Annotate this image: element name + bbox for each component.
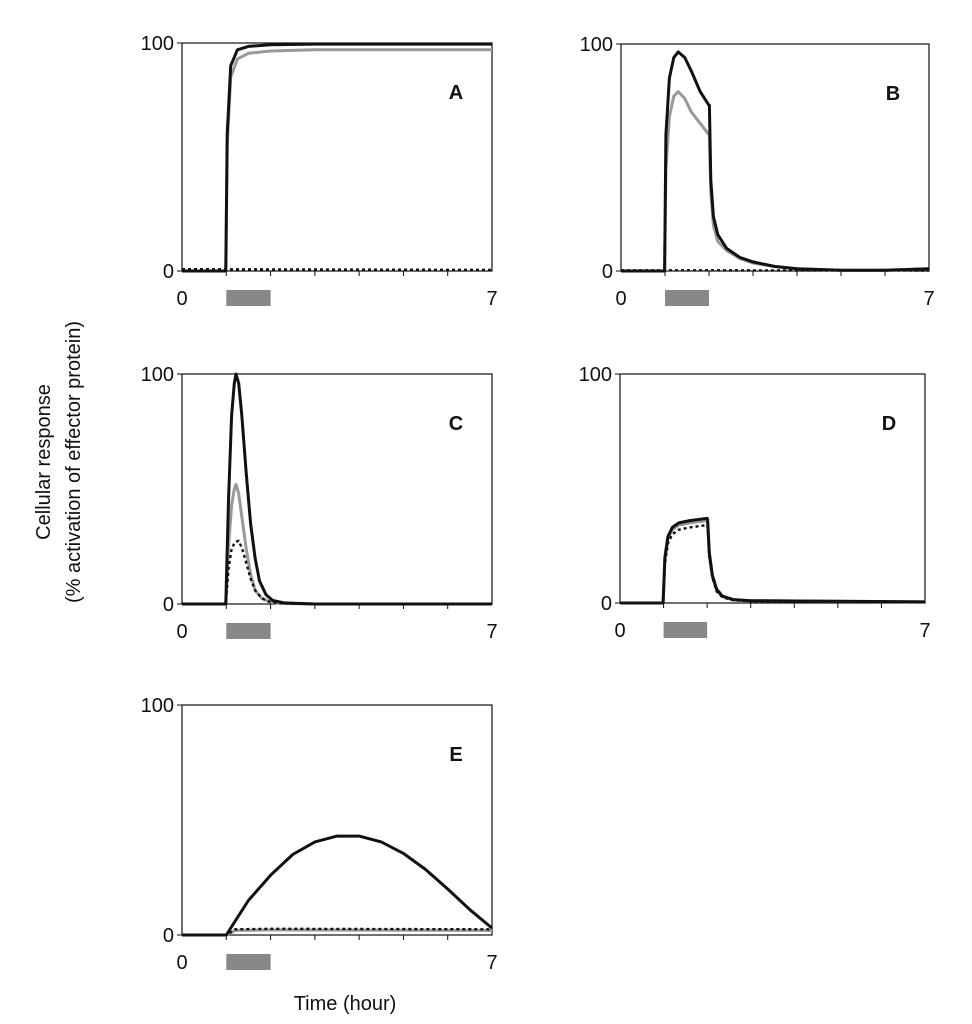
- x-tick-label-c-7: 7: [486, 621, 497, 643]
- y-tick-label-e-0: 0: [163, 925, 174, 947]
- panel-label-d: D: [882, 413, 896, 435]
- y-tick-label-e-100: 100: [141, 695, 174, 717]
- panel-label-a: A: [449, 82, 463, 104]
- y-tick-label-b-0: 0: [602, 261, 613, 283]
- panel-label-e: E: [449, 744, 462, 766]
- y-tick-label-d-0: 0: [601, 593, 612, 615]
- series-d-black: [620, 516, 926, 605]
- panel-c: 0 100 0 7 C: [141, 364, 498, 643]
- stimulus-bar-c: [226, 623, 271, 639]
- plot-frame-e: [181, 704, 493, 936]
- y-tick-label-d-100: 100: [579, 364, 612, 386]
- stimulus-bar-b: [665, 290, 709, 306]
- stimulus-bar-a: [226, 290, 271, 306]
- y-tick-label-c-0: 0: [163, 594, 174, 616]
- panel-label-b: B: [886, 83, 900, 105]
- x-tick-label-a-0: 0: [176, 288, 187, 310]
- y-tick-label-a-0: 0: [163, 261, 174, 283]
- panel-e: 0 100 0 7 E: [141, 695, 498, 974]
- plot-frame-b: [620, 43, 930, 272]
- x-tick-label-e-7: 7: [486, 952, 497, 974]
- x-tick-label-e-0: 0: [176, 952, 187, 974]
- series-e-black: [182, 834, 493, 937]
- x-tick-label-a-7: 7: [486, 288, 497, 310]
- panels: 0 100 0 7 A 0 100 0 7 B 0 100 0 7 C 0 100 0 7 D 0 100 0 7 E: [141, 33, 935, 974]
- y-axis-title-line1: Cellular response: [33, 384, 55, 540]
- series-a-dotted: [181, 268, 493, 272]
- panel-d: 0 100 0 7 D: [579, 364, 931, 642]
- y-tick-label-c-100: 100: [141, 364, 174, 386]
- stimulus-bar-e: [226, 954, 271, 970]
- series-c-black: [182, 372, 492, 606]
- y-axis-title-line2: (% activation of effector protein): [63, 321, 85, 603]
- y-tick-label-a-100: 100: [141, 33, 174, 55]
- panel-b: 0 100 0 7 B: [580, 34, 935, 310]
- plot-frame-d: [619, 373, 926, 604]
- x-tick-label-d-0: 0: [614, 620, 625, 642]
- series-e-dotted: [182, 927, 493, 937]
- x-tick-label-b-7: 7: [923, 288, 934, 310]
- x-tick-label-d-7: 7: [919, 620, 930, 642]
- series-a-black: [182, 42, 492, 273]
- panel-a: 0 100 0 7 A: [141, 33, 498, 310]
- series-b-black: [621, 50, 930, 273]
- x-tick-label-b-0: 0: [615, 288, 626, 310]
- panel-label-c: C: [449, 413, 463, 435]
- stimulus-bar-d: [663, 622, 708, 638]
- x-tick-label-c-0: 0: [176, 621, 187, 643]
- x-axis-title: Time (hour): [294, 993, 397, 1015]
- y-tick-label-b-100: 100: [580, 34, 613, 56]
